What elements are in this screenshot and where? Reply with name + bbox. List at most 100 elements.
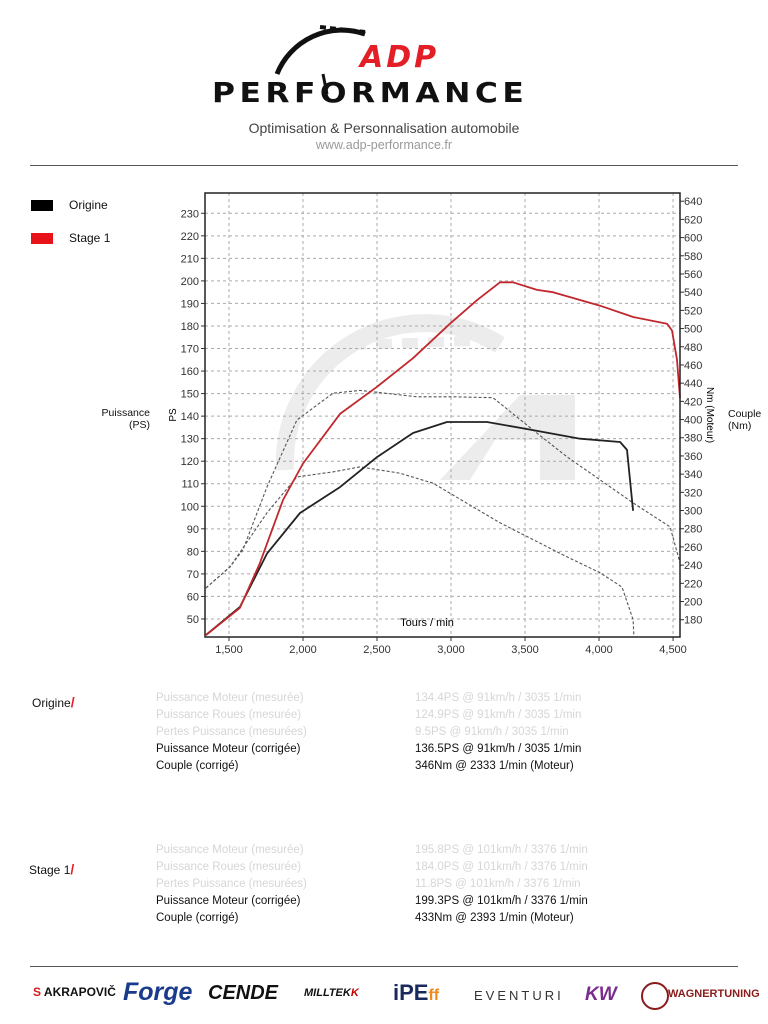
result-row-name: Couple (corrigé) [156, 912, 239, 924]
section-name: Origine [32, 696, 71, 710]
sponsor-cende: CENDE [208, 982, 279, 1004]
y-right-tick-label: 560 [684, 269, 702, 281]
series-line-torque-stage-1 [205, 389, 681, 589]
y-right-tick-label: 220 [684, 578, 702, 590]
y-right-tick-label: 600 [684, 233, 702, 245]
y-left-tick-label: 100 [181, 501, 199, 513]
result-row-name: Pertes Puissance (mesurées) [156, 878, 307, 890]
y-right-tick-label: 200 [684, 597, 702, 609]
result-row-name: Puissance Roues (mesurée) [156, 861, 302, 873]
result-row-value: 134.4PS @ 91km/h / 3035 1/min [415, 692, 582, 704]
y-right-tick-label: 440 [684, 378, 702, 390]
y-left-tick-label: 140 [181, 411, 199, 423]
y-right-tick-label: 480 [684, 342, 702, 354]
y-left-tick-label: 50 [187, 614, 199, 626]
x-tick-label: 4,000 [585, 644, 613, 656]
footer-divider [30, 966, 738, 967]
right-axis-note: Couple (Nm) [728, 408, 761, 432]
x-axis-label: Tours / min [400, 617, 454, 629]
y-right-tick-label: 580 [684, 251, 702, 263]
sponsor-eventuri: EVENTURI [474, 988, 564, 1003]
y-left-tick-label: 200 [181, 276, 199, 288]
result-row-value: 195.8PS @ 101km/h / 3376 1/min [415, 844, 588, 856]
y-right-tick-label: 460 [684, 360, 702, 372]
y-right-tick-label: 640 [684, 196, 702, 208]
y-right-tick-label: 280 [684, 524, 702, 536]
section-name: Stage 1 [29, 863, 71, 877]
y-right-tick-label: 180 [684, 615, 702, 627]
y-left-tick-label: 80 [187, 546, 199, 558]
result-row-value: 184.0PS @ 101km/h / 3376 1/min [415, 861, 588, 873]
header-divider [30, 165, 738, 166]
y-left-axis-label: PS [168, 408, 179, 422]
legend-swatch-origine [31, 200, 53, 211]
y-left-tick-label: 160 [181, 366, 199, 378]
x-tick-label: 2,500 [363, 644, 391, 656]
y-left-tick-label: 130 [181, 434, 199, 446]
y-left-tick-label: 220 [181, 231, 199, 243]
y-right-tick-label: 340 [684, 469, 702, 481]
result-row-name: Puissance Moteur (corrigée) [156, 895, 301, 907]
slash-mark: / [70, 861, 75, 877]
y-right-axis-label: Nm (Moteur) [704, 387, 715, 443]
slash-mark: / [70, 694, 75, 710]
logo-performance: PERFORMANCE [212, 76, 529, 109]
wagner-logo-icon [641, 982, 669, 1010]
result-row-name: Puissance Moteur (mesurée) [156, 692, 304, 704]
y-right-tick-label: 320 [684, 487, 702, 499]
sponsor-ipe: iPEff [393, 980, 440, 1005]
y-left-tick-label: 70 [187, 569, 199, 581]
watermark-logo [275, 314, 575, 480]
y-left-tick-label: 120 [181, 456, 199, 468]
result-row-name: Puissance Moteur (corrigée) [156, 743, 301, 755]
x-tick-label: 4,500 [659, 644, 687, 656]
legend-label-stage1: Stage 1 [69, 231, 111, 245]
sponsor-akrapovic: S AKRAPOVIČ [33, 985, 116, 999]
sponsor-wagnertuning: WAGNERTUNING [668, 988, 760, 1000]
y-left-tick-label: 230 [181, 208, 199, 220]
x-tick-label: 2,000 [289, 644, 317, 656]
y-left-tick-label: 170 [181, 344, 199, 356]
result-row-value: 136.5PS @ 91km/h / 3035 1/min [415, 743, 582, 755]
y-right-tick-label: 260 [684, 542, 702, 554]
y-right-tick-label: 620 [684, 214, 702, 226]
series-line-torque-origine [205, 466, 635, 635]
result-row-value: 346Nm @ 2333 1/min (Moteur) [415, 760, 574, 772]
legend-label-origine: Origine [69, 198, 108, 212]
y-left-tick-label: 150 [181, 389, 199, 401]
y-right-tick-label: 540 [684, 287, 702, 299]
y-right-tick-label: 240 [684, 560, 702, 572]
logo-adp: ADP [360, 40, 440, 75]
y-right-tick-label: 400 [684, 415, 702, 427]
y-right-tick-label: 500 [684, 324, 702, 336]
result-row-value: 9.5PS @ 91km/h / 3035 1/min [415, 726, 569, 738]
right-axis-note-line2: (Nm) [728, 420, 752, 432]
left-axis-note: Puissance (PS) [80, 407, 150, 431]
right-axis-note-line1: Couple [728, 408, 762, 420]
result-row-name: Couple (corrigé) [156, 760, 239, 772]
y-right-tick-label: 380 [684, 433, 702, 445]
left-axis-note-line2: (PS) [129, 419, 150, 431]
left-axis-note-line1: Puissance [101, 407, 150, 419]
result-section-label: Stage 1/ [29, 861, 74, 877]
series-line-power-stage-1 [205, 281, 681, 636]
result-section-label: Origine/ [32, 694, 75, 710]
sponsor-forge: Forge [123, 978, 193, 1006]
x-tick-label: 1,500 [215, 644, 243, 656]
legend-swatch-stage1 [31, 233, 53, 244]
series-line-power-origine [205, 421, 634, 636]
y-right-tick-label: 300 [684, 506, 702, 518]
sponsor-milltek: MILLTEKK [304, 987, 359, 999]
x-tick-label: 3,000 [437, 644, 465, 656]
result-row-value: 199.3PS @ 101km/h / 3376 1/min [415, 895, 588, 907]
y-right-tick-label: 520 [684, 305, 702, 317]
y-left-tick-label: 110 [181, 479, 199, 491]
sponsor-kw: KW [585, 984, 617, 1005]
result-row-value: 124.9PS @ 91km/h / 3035 1/min [415, 709, 582, 721]
result-row-name: Puissance Moteur (mesurée) [156, 844, 304, 856]
result-row-value: 433Nm @ 2393 1/min (Moteur) [415, 912, 574, 924]
result-row-value: 11.8PS @ 101km/h / 3376 1/min [415, 878, 581, 890]
website-url[interactable]: www.adp-performance.fr [315, 138, 453, 152]
tagline: Optimisation & Personnalisation automobi… [248, 120, 520, 136]
